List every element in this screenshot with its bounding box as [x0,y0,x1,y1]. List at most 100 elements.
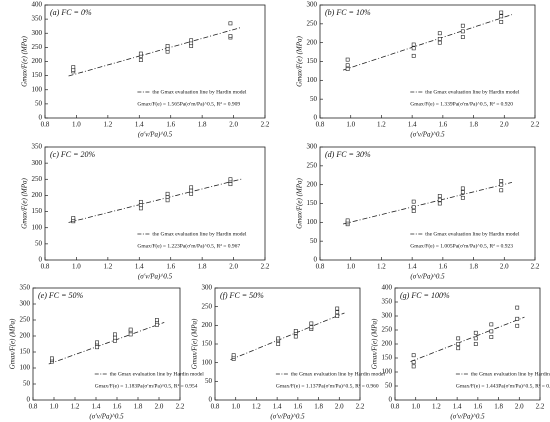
x-axis-label: (σ′v/Pa)^0.5 [138,131,173,139]
x-axis-label: (σ′v/Pa)^0.5 [410,273,445,281]
data-point [456,346,461,351]
x-tick-label: 0.8 [316,263,325,271]
data-point [411,46,416,51]
data-point [335,314,340,318]
y-tick-label: 250 [307,19,318,27]
legend-label: the Gmax evaluation line by Hardin model [291,371,386,377]
panel: 0 50 100 150 200 250 300 350 400 0.8 1.0 1.2 1.4 1.6 1… [21,1,270,139]
y-tick-label: 100 [382,368,393,376]
x-tick-label: 1.2 [103,263,112,271]
x-tick-label: 1.8 [198,263,207,271]
data-point [138,58,143,62]
fit-line [410,316,525,362]
x-tick-label: 2.0 [500,121,509,129]
x-tick-label: 1.2 [252,403,261,411]
data-point [489,335,494,339]
data-point [437,201,442,206]
x-tick-label: 1.0 [231,403,240,411]
x-axis-label: (σ′v/Pa)^0.5 [270,413,305,421]
y-tick-label: 0 [389,396,393,404]
x-tick-label: 1.2 [377,263,386,271]
data-point [231,353,236,358]
y-tick-label: 0 [27,396,31,404]
legend-label: the Gmax evaluation line by Hardin model [425,89,520,95]
annotation: Gmax/F(e) = 1.223Pa(σ′m/Pa)^0.5, R² = 0.… [137,242,240,249]
x-tick-label: 2.0 [229,263,238,271]
x-tick-label: 1.2 [377,121,386,129]
y-tick-label: 150 [20,348,31,356]
y-tick-label: 0 [314,114,318,122]
data-point [460,35,465,39]
x-tick-label: 1.6 [473,403,482,411]
x-axis-label: (σ′v/Pa)^0.5 [138,273,173,281]
y-tick-label: 50 [310,237,318,245]
x-tick-label: 1.2 [71,403,80,411]
annotation: Gmax/F(e) = 1.565Pa(σ′m/Pa)^0.5, R² = 0.… [137,100,240,107]
x-tick-label: 0.8 [41,121,50,129]
x-tick-label: 1.8 [469,263,478,271]
y-tick-label: 300 [307,1,318,9]
y-tick-label: 100 [32,223,43,231]
x-tick-label: 0.8 [41,263,50,271]
x-tick-label: 1.6 [293,403,302,411]
chart-title: (e) FC = 50% [38,291,84,300]
x-tick-label: 1.4 [273,403,282,411]
fit-line [342,14,513,71]
x-tick-label: 0.8 [391,403,400,411]
x-tick-label: 2.2 [261,263,270,271]
y-tick-label: 250 [307,161,318,169]
x-tick-label: 1.4 [135,263,144,271]
data-point [309,321,314,326]
data-point [411,364,416,369]
data-point [138,203,143,208]
plot-frame [32,287,181,401]
y-tick-label: 300 [32,29,43,37]
x-tick-label: 2.0 [515,403,524,411]
data-point [228,182,233,187]
x-tick-label: 1.4 [453,403,462,411]
y-tick-label: 100 [202,358,213,366]
data-point [437,194,442,198]
y-tick-label: 250 [32,175,43,183]
x-tick-label: 2.0 [229,121,238,129]
annotation: Gmax/F(e) = 1.443Pa(σ′m/Pa)^0.5, R² = 0.… [456,382,550,389]
chart-title: (g) FC = 100% [400,291,450,300]
y-tick-label: 400 [382,284,393,292]
data-point [460,195,465,200]
fit-line [68,26,242,77]
data-point [293,334,298,339]
y-tick-label: 50 [35,99,43,107]
panel: 0 50 100 150 200 250 300 350 400 0.8 1.0 1.2 1.4 1.6 1… [371,284,550,421]
y-tick-label: 0 [314,256,318,264]
data-point [95,340,99,345]
data-point [499,188,504,193]
data-point [165,195,170,199]
y-tick-label: 300 [32,159,43,167]
data-point [489,329,494,334]
chart-title: (c) FC = 20% [50,150,96,159]
data-point [515,323,520,328]
x-tick-label: 1.8 [198,121,207,129]
data-point [515,305,520,310]
y-tick-label: 150 [32,207,43,215]
x-tick-label: 2.2 [176,403,185,411]
x-axis-label: (σ′v/Pa)^0.5 [89,413,124,421]
y-tick-label: 150 [32,71,43,79]
data-point [138,206,143,211]
y-tick-label: 200 [202,321,213,329]
x-tick-label: 1.2 [432,403,441,411]
y-axis-label: Gmax/F(e) (MPa) [9,318,17,369]
x-tick-label: 2.2 [261,121,270,129]
x-tick-label: 0.8 [29,403,38,411]
data-point [335,310,340,315]
fit-line [48,322,165,365]
data-point [276,336,281,341]
legend-label: the Gmax evaluation line by Hardin model [110,371,205,377]
fit-line [68,178,242,223]
y-axis-label: Gmax/F(e) (MPa) [21,35,29,86]
x-tick-label: 1.0 [411,403,420,411]
data-point [411,42,416,47]
y-tick-label: 100 [307,218,318,226]
annotation: Gmax/F(e) = 1.005Pa(σ′m/Pa)^0.5, R² = 0.… [410,242,513,249]
y-tick-label: 200 [32,191,43,199]
